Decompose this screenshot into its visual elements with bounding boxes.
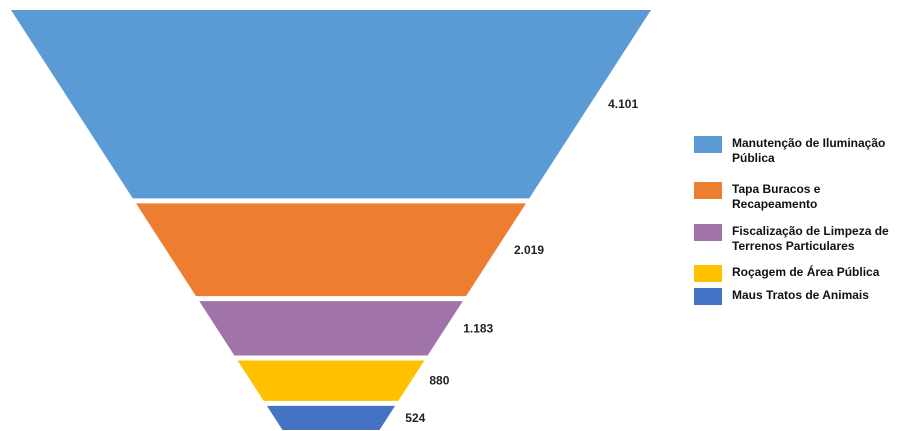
legend-swatch-maus-tratos <box>694 288 722 305</box>
legend-label-fiscalizacao: Fiscalização de Limpeza de Terrenos Part… <box>732 224 889 253</box>
funnel-chart: 4.101 2.019 1.183 880 524 <box>11 10 651 430</box>
legend-label-tapa-buracos: Tapa Buracos e Recapeamento <box>732 182 821 211</box>
funnel-stage-4 <box>266 405 396 430</box>
legend-item-rocagem: Roçagem de Área Pública <box>694 265 900 282</box>
funnel-stage-2 <box>199 301 463 356</box>
legend-label-maus-tratos: Maus Tratos de Animais <box>732 288 869 302</box>
legend-item-maus-tratos: Maus Tratos de Animais <box>694 288 900 305</box>
legend-item-fiscalizacao: Fiscalização de Limpeza de Terrenos Part… <box>694 224 900 254</box>
funnel-value-label-4: 524 <box>405 411 425 425</box>
legend-label-rocagem: Roçagem de Área Pública <box>732 265 880 279</box>
legend-swatch-fiscalizacao <box>694 224 722 241</box>
funnel-value-label-1: 2.019 <box>514 243 544 257</box>
legend-swatch-rocagem <box>694 265 722 282</box>
legend-label-iluminacao: Manutenção de Iluminação Pública <box>732 136 886 165</box>
funnel-stage-1 <box>136 203 526 297</box>
funnel-value-label-3: 880 <box>429 374 449 388</box>
funnel-value-label-2: 1.183 <box>463 321 493 335</box>
funnel-value-label-0: 4.101 <box>608 97 638 111</box>
funnel-stage-0 <box>11 10 651 199</box>
legend-swatch-tapa-buracos <box>694 182 722 199</box>
legend-item-iluminacao: Manutenção de Iluminação Pública <box>694 136 900 166</box>
legend-swatch-iluminacao <box>694 136 722 153</box>
funnel-stage-3 <box>237 360 425 401</box>
legend-item-tapa-buracos: Tapa Buracos e Recapeamento <box>694 182 900 212</box>
